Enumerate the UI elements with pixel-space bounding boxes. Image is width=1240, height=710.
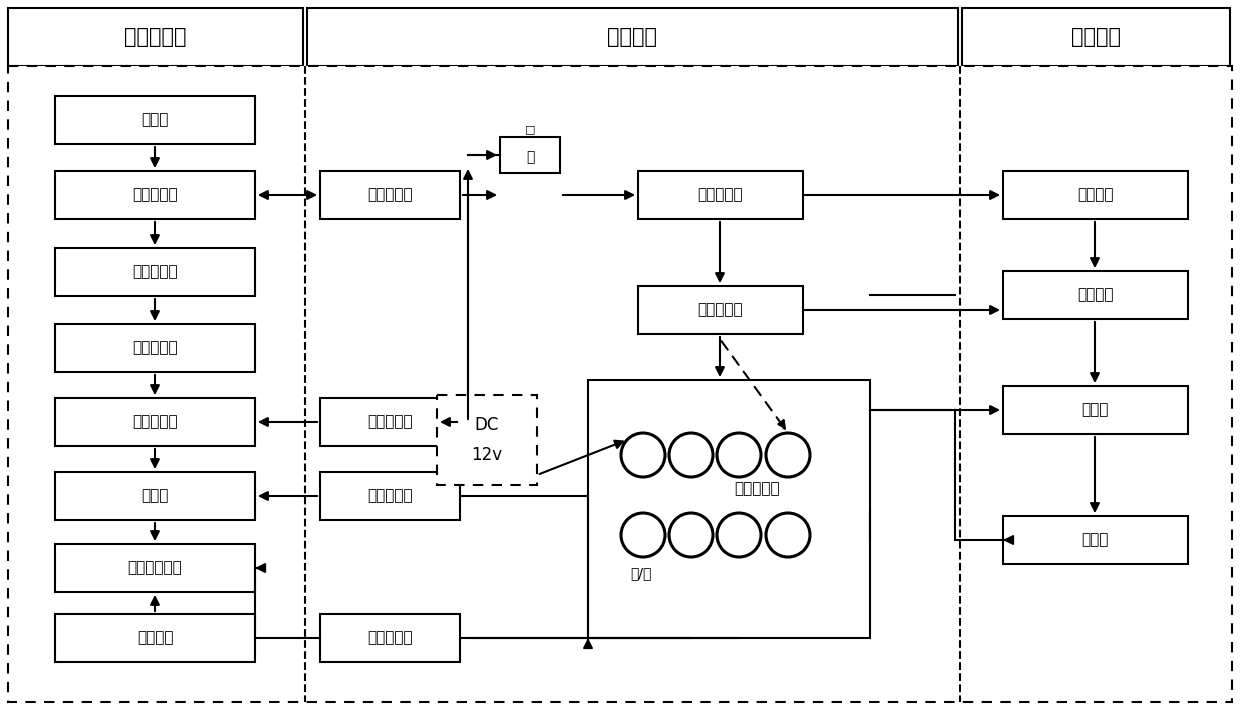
Bar [7, 66, 1233, 702]
Bar [320, 472, 460, 520]
Circle shape [621, 513, 665, 557]
Text: 开/关: 开/关 [630, 566, 651, 580]
Text: 动量陷波器: 动量陷波器 [133, 341, 177, 356]
Text: 压力传感器: 压力传感器 [367, 187, 413, 202]
Text: 打印机: 打印机 [1081, 532, 1109, 547]
Bar [639, 286, 804, 334]
Text: 样品与载样仓: 样品与载样仓 [128, 560, 182, 576]
Text: 压气源: 压气源 [141, 112, 169, 128]
Text: 旋转装置: 旋转装置 [136, 630, 174, 645]
Text: 压力调准器: 压力调准器 [133, 187, 177, 202]
Circle shape [717, 433, 761, 477]
Text: DC: DC [475, 416, 500, 434]
Circle shape [766, 433, 810, 477]
Text: 测速传感器: 测速传感器 [367, 415, 413, 430]
Circle shape [766, 513, 810, 557]
Bar [1003, 516, 1188, 564]
Circle shape [717, 513, 761, 557]
Bar [1003, 171, 1188, 219]
Bar [639, 171, 804, 219]
Text: 12v: 12v [471, 446, 502, 464]
Bar [436, 395, 537, 485]
Text: 数据采集: 数据采集 [608, 27, 657, 47]
Circle shape [670, 433, 713, 477]
Text: 动态应变仪: 动态应变仪 [697, 302, 743, 317]
Text: 数据集成盒: 数据集成盒 [734, 481, 780, 496]
Bar [55, 544, 255, 592]
Text: 计算机: 计算机 [1081, 403, 1109, 417]
Bar [7, 8, 303, 66]
Bar [320, 171, 460, 219]
Circle shape [621, 433, 665, 477]
Bar [320, 614, 460, 662]
Text: □: □ [525, 124, 536, 134]
Bar [55, 96, 255, 144]
Bar [55, 398, 255, 446]
Bar [55, 614, 255, 662]
Bar [308, 8, 959, 66]
Bar [55, 472, 255, 520]
Text: 数据分析: 数据分析 [1071, 27, 1121, 47]
Bar [1003, 271, 1188, 319]
Bar [588, 380, 870, 638]
Bar [1003, 386, 1188, 434]
Text: 实验杆: 实验杆 [141, 488, 169, 503]
Text: 桥: 桥 [526, 150, 534, 164]
Text: 远程设备: 远程设备 [1076, 187, 1114, 202]
Text: 转速传感器: 转速传感器 [367, 630, 413, 645]
Bar [320, 398, 460, 446]
Text: 其他终端: 其他终端 [1076, 288, 1114, 302]
Text: 脉冲发射器: 脉冲发射器 [133, 265, 177, 280]
Text: 脉冲整形器: 脉冲整形器 [133, 415, 177, 430]
Bar [500, 137, 560, 173]
Text: 数据转换盒: 数据转换盒 [697, 187, 743, 202]
Bar [55, 171, 255, 219]
Circle shape [670, 513, 713, 557]
Text: 应变传感器: 应变传感器 [367, 488, 413, 503]
Bar [962, 8, 1230, 66]
Text: 旋转与冲击: 旋转与冲击 [124, 27, 186, 47]
Bar [55, 324, 255, 372]
Bar [55, 248, 255, 296]
